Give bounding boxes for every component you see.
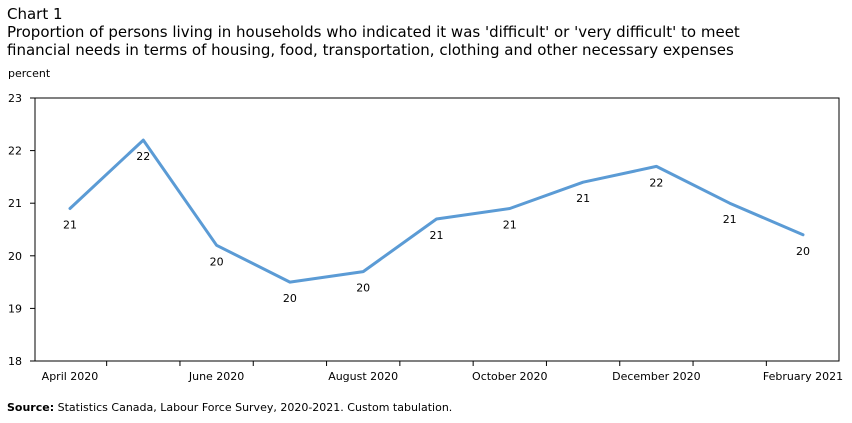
- x-tick-label: February 2021: [763, 370, 843, 383]
- x-tick-label: August 2020: [328, 370, 398, 383]
- source-text: Statistics Canada, Labour Force Survey, …: [54, 401, 453, 414]
- y-tick-label: 18: [8, 355, 22, 368]
- y-tick-label: 22: [8, 145, 22, 158]
- data-labels: 21 22 20 20 20 21 21 21 22 21 20: [63, 150, 810, 305]
- y-axis-ticks: 18 19 20 21 22 23: [8, 92, 35, 368]
- data-label: 21: [576, 192, 590, 205]
- y-tick-label: 21: [8, 197, 22, 210]
- chart-title: Proportion of persons living in househol…: [7, 23, 847, 59]
- plot-frame: [34, 97, 840, 362]
- data-label: 22: [649, 176, 663, 189]
- y-tick-label: 20: [8, 250, 22, 263]
- data-label: 20: [283, 292, 297, 305]
- data-label: 21: [63, 218, 77, 231]
- data-label: 20: [796, 245, 810, 258]
- x-tick-label: April 2020: [42, 370, 99, 383]
- x-axis-ticks: April 2020 June 2020 August 2020 October 20…: [42, 361, 843, 383]
- data-label: 20: [210, 255, 224, 268]
- source-note: Source: Statistics Canada, Labour Force …: [7, 401, 452, 414]
- y-tick-label: 23: [8, 92, 22, 105]
- x-tick-label: December 2020: [612, 370, 701, 383]
- y-axis-label: percent: [8, 67, 51, 80]
- data-label: 22: [136, 150, 150, 163]
- y-tick-label: 19: [8, 302, 22, 315]
- chart-title-line-1: Proportion of persons living in househol…: [7, 23, 740, 41]
- data-label: 21: [723, 213, 737, 226]
- chart-title-line-2: financial needs in terms of housing, foo…: [7, 41, 734, 59]
- source-label: Source:: [7, 401, 55, 414]
- data-label: 21: [430, 229, 444, 242]
- data-label: 20: [356, 282, 370, 295]
- x-tick-label: October 2020: [472, 370, 548, 383]
- chart-number: Chart 1: [7, 5, 63, 23]
- series-line: [68, 138, 805, 284]
- x-tick-label: June 2020: [188, 370, 244, 383]
- data-label: 21: [503, 218, 517, 231]
